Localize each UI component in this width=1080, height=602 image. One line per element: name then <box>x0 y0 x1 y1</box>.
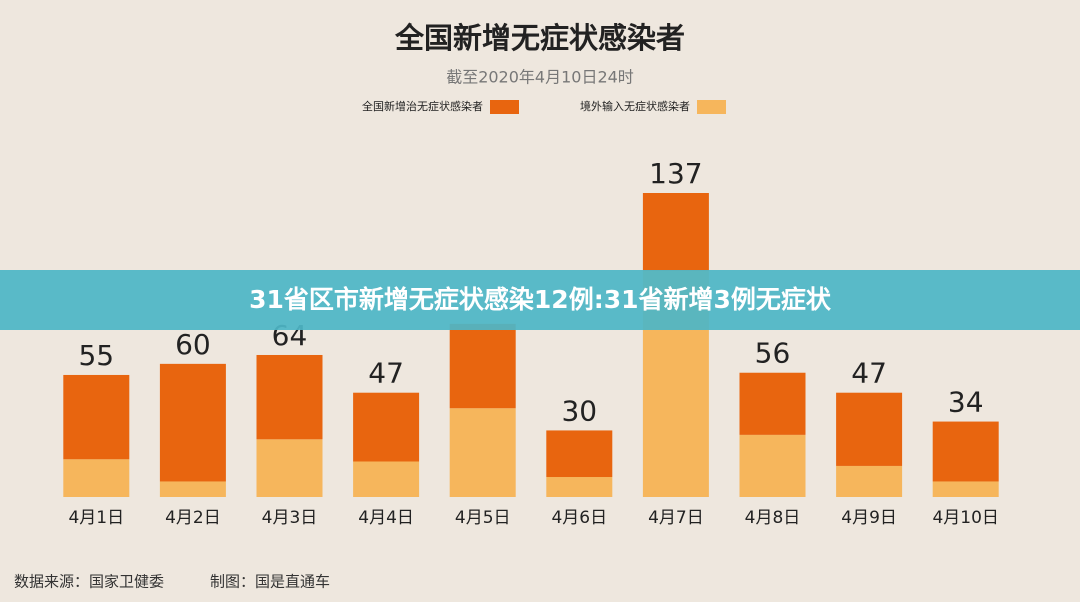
bar-segment <box>449 408 516 497</box>
x-tick-label: 4月5日 <box>455 508 511 528</box>
banner-bg <box>0 270 1080 330</box>
x-tick-label: 4月9日 <box>841 508 897 528</box>
legend-swatch <box>697 100 726 114</box>
x-tick-label: 4月2日 <box>165 508 221 528</box>
bar-segment <box>932 481 999 497</box>
total-label: 47 <box>368 357 404 390</box>
bar-segment <box>159 363 226 482</box>
legend-swatch <box>490 100 519 114</box>
credit-note: 制图：国是直通车 <box>210 573 330 591</box>
x-tick-label: 4月10日 <box>932 508 998 528</box>
bar-segment <box>353 461 420 497</box>
bar-segment <box>739 434 806 497</box>
x-tick-label: 4月4日 <box>358 508 414 528</box>
total-label: 56 <box>755 337 791 370</box>
bar-segment <box>63 374 130 460</box>
total-label: 60 <box>175 328 211 361</box>
legend-label: 境外输入无症状感染者 <box>580 99 690 113</box>
chart-subtitle: 截至2020年4月10日24时 <box>446 68 634 87</box>
plot-area: 全国新增治无症状感染者境外输入无症状感染者17554月1日7604月2日2664… <box>63 99 999 528</box>
x-tick-label: 4月3日 <box>262 508 318 528</box>
total-label: 55 <box>78 339 114 372</box>
bar-segment <box>739 372 806 435</box>
x-tick-label: 4月7日 <box>648 508 704 528</box>
bar-segment <box>256 439 323 497</box>
legend-label: 全国新增治无症状感染者 <box>362 99 483 113</box>
bar-segment <box>256 354 323 440</box>
bar-segment <box>159 481 226 497</box>
bar-segment <box>836 392 903 466</box>
total-label: 34 <box>948 386 984 419</box>
x-tick-label: 4月8日 <box>745 508 801 528</box>
bar-segment <box>546 430 613 478</box>
total-label: 30 <box>561 394 597 427</box>
total-label: 137 <box>649 157 702 190</box>
bar-segment <box>642 193 709 271</box>
chart-title: 全国新增无症状感染者 <box>394 21 685 55</box>
source-note: 数据来源：国家卫健委 <box>14 573 164 591</box>
bar-segment <box>836 465 903 497</box>
x-tick-label: 4月6日 <box>551 508 607 528</box>
bar-segment <box>546 477 613 497</box>
bar-segment <box>353 392 420 462</box>
x-tick-label: 4月1日 <box>68 508 124 528</box>
bar-segment <box>932 421 999 482</box>
total-label: 47 <box>851 357 887 390</box>
banner-text: 31省区市新增无症状感染12例:31省新增3例无症状 <box>249 285 832 314</box>
bar-segment <box>63 459 130 497</box>
bar-segment <box>449 323 516 409</box>
